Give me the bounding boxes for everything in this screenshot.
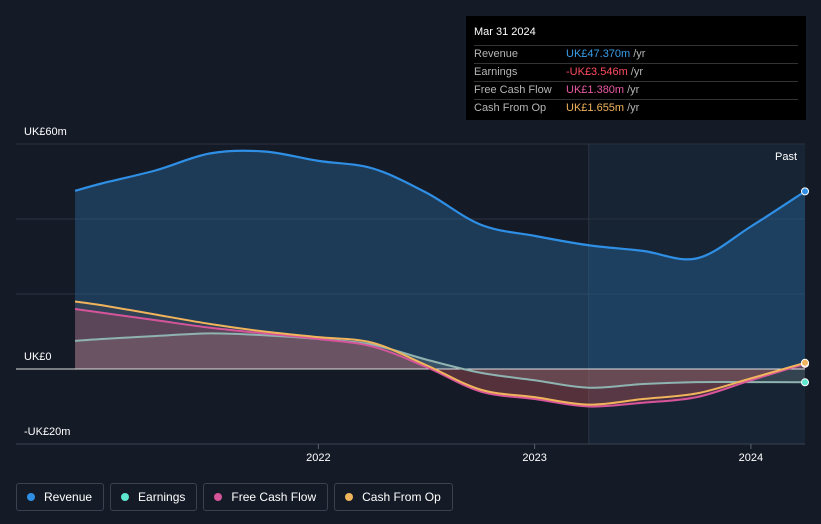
x-tick-label: 2024 [739, 452, 763, 464]
legend-label: Revenue [44, 490, 93, 504]
cash-from-op-end-point [801, 358, 809, 367]
free-cash-flow-line [74, 308, 806, 408]
tooltip-value: UK£1.655m [566, 102, 625, 114]
legend-item-free-cash-flow[interactable]: Free Cash Flow [203, 483, 329, 511]
earnings-end-point [801, 378, 809, 387]
x-tick-label: 2022 [306, 452, 330, 464]
tooltip-label: Revenue [474, 48, 519, 60]
tooltip-unit: /yr [627, 102, 640, 114]
legend-dot-icon [121, 493, 130, 501]
cash-from-op-area [75, 301, 806, 405]
tooltip-row-free-cash-flow: Free Cash Flow UK£1.380m /yr [474, 82, 798, 100]
legend-item-cash-from-op[interactable]: Cash From Op [334, 483, 453, 511]
legend-label: Cash From Op [362, 490, 441, 504]
legend-dot-icon [27, 493, 35, 501]
tooltip-unit: /yr [630, 66, 643, 78]
tooltip-label: Free Cash Flow [474, 84, 552, 96]
revenue-end-point [801, 187, 809, 196]
tooltip-row-earnings: Earnings -UK£3.546m /yr [474, 64, 798, 82]
past-label: Past [775, 151, 797, 163]
tooltip-panel: Mar 31 2024 Revenue UK£47.370m /yr Earni… [466, 16, 806, 120]
legend-dot-icon [345, 493, 354, 501]
tooltip-unit: /yr [627, 84, 640, 96]
tooltip-value: UK£47.370m [566, 48, 631, 60]
y-tick-label-zero: UK£0 [24, 351, 52, 363]
revenue-line [74, 149, 806, 261]
x-axis-ticks: 2022 2023 2024 [306, 444, 763, 464]
tooltip-unit: /yr [633, 48, 646, 60]
tooltip-date: Mar 31 2024 [474, 25, 798, 46]
tooltip-row-revenue: Revenue UK£47.370m /yr [474, 46, 798, 64]
y-tick-label-bottom: -UK£20m [24, 426, 71, 438]
legend-label: Earnings [138, 490, 186, 504]
x-tick-label: 2023 [522, 452, 546, 464]
tooltip-value: -UK£3.546m [566, 66, 628, 78]
tooltip-row-cash-from-op: Cash From Op UK£1.655m /yr [474, 100, 798, 117]
legend-item-revenue[interactable]: Revenue [16, 483, 105, 511]
legend-label: Free Cash Flow [231, 490, 317, 504]
tooltip-label: Cash From Op [474, 102, 547, 114]
legend-item-earnings[interactable]: Earnings [110, 483, 198, 511]
series-end-dots [801, 187, 809, 387]
legend-dot-icon [214, 493, 223, 501]
revenue-area [75, 150, 806, 369]
cash-from-op-line [74, 300, 806, 406]
earnings-line [74, 332, 806, 389]
series-lines [74, 149, 806, 408]
earnings-area [75, 333, 806, 388]
tooltip-label: Earnings [474, 66, 518, 78]
tooltip-value: UK£1.380m [566, 84, 625, 96]
legend: Revenue Earnings Free Cash Flow Cash Fro… [16, 483, 453, 511]
chart-area: 2022 2023 2024 Past [16, 143, 809, 464]
y-tick-label-top: UK£60m [24, 126, 67, 138]
